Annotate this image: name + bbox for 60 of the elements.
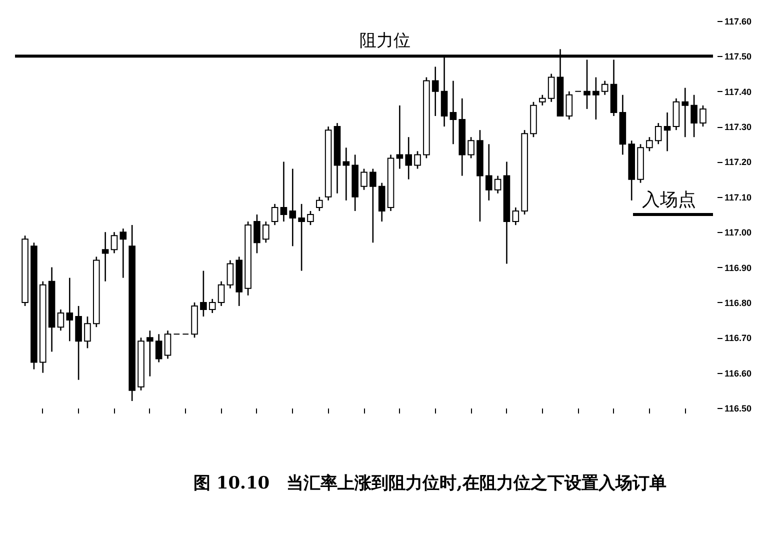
candlestick (289, 168, 296, 247)
candlestick (601, 80, 608, 96)
candlestick (66, 277, 74, 342)
candlestick (405, 136, 412, 180)
candlestick (432, 66, 439, 117)
candlestick (84, 316, 91, 349)
candlestick (414, 150, 421, 170)
candlestick (360, 168, 368, 191)
candlestick (512, 206, 520, 226)
candlestick (584, 59, 590, 110)
y-tick-label: 116.70 (724, 333, 752, 344)
y-tick-label: 116.90 (724, 262, 752, 273)
candlestick (110, 231, 118, 254)
y-tick-label: 117.30 (724, 122, 752, 132)
candlestick (494, 175, 502, 194)
candlestick (592, 76, 600, 120)
candlestick (200, 270, 207, 318)
candlestick (370, 168, 376, 244)
y-tick-label: 117.50 (724, 52, 752, 62)
candlestick (548, 73, 555, 103)
candlestick (654, 122, 662, 145)
candlestick (396, 104, 404, 170)
candlestick (682, 87, 689, 138)
candlestick (120, 228, 127, 278)
candlestick (316, 196, 323, 212)
y-tick-label: 116.50 (724, 404, 752, 414)
candlestick (468, 136, 474, 159)
candlestick (102, 231, 109, 282)
candlestick (208, 298, 216, 314)
candlestick (690, 94, 698, 138)
candlestick (566, 90, 573, 120)
candlestick (485, 143, 492, 202)
y-tick-label: 116.80 (724, 298, 752, 308)
ref-line-label: 阻力位 (359, 31, 410, 52)
candlestick (664, 112, 671, 152)
y-tick-label: 116.60 (724, 368, 752, 378)
candlestick (450, 80, 457, 145)
candlestick (646, 136, 653, 152)
candlestick (700, 104, 706, 128)
y-tick-label: 117.40 (724, 86, 752, 97)
candlestick (298, 203, 305, 272)
candlestick (226, 260, 234, 290)
text: 图 10.10 当汇率上涨到阻力位时,在阻力位之下设置入场订单 (193, 474, 667, 494)
candlestick (307, 210, 314, 226)
candlestick (155, 333, 162, 363)
candlestick (539, 94, 546, 106)
y-tick-label: 117.60 (724, 16, 752, 26)
candlestick (254, 214, 260, 254)
candlestick (342, 147, 350, 202)
y-tick-label: 117.20 (724, 157, 752, 168)
ref-line-label: 入场点 (642, 190, 696, 210)
candlestick (271, 203, 278, 226)
candlestick (164, 330, 172, 360)
candlestick (57, 308, 64, 332)
candlestick (218, 280, 225, 307)
candlestick (280, 161, 288, 222)
y-tick-label: 117.10 (724, 192, 752, 202)
y-tick-label: 117.00 (724, 228, 752, 238)
candlestick (146, 330, 154, 377)
candlestick (262, 220, 270, 244)
